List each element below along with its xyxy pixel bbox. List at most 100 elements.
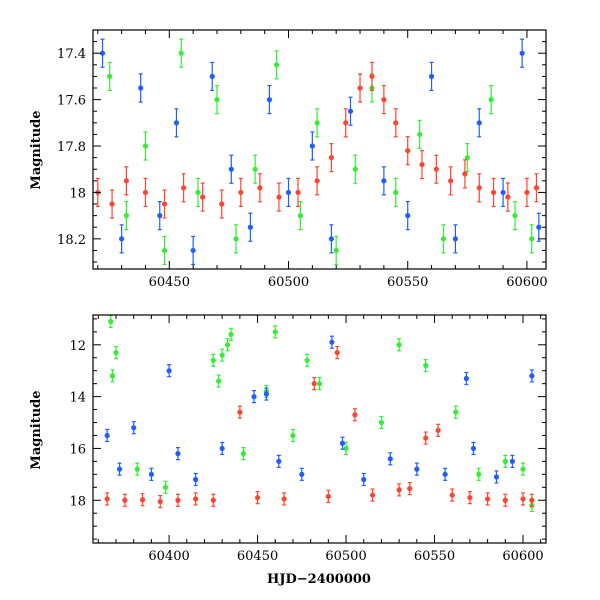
- bottom-x-tick-label: 60500: [325, 549, 366, 564]
- bottom-data-point: [442, 471, 448, 477]
- bottom-y-axis-label: Magnitude: [29, 390, 44, 469]
- bottom-data-point: [378, 419, 385, 426]
- bottom-data-point: [396, 342, 402, 348]
- top-data-point: [247, 224, 253, 230]
- bottom-data-point: [329, 339, 335, 345]
- bottom-data-point: [240, 451, 247, 457]
- top-data-point: [228, 166, 234, 172]
- top-y-tick-label: 18: [69, 186, 86, 201]
- bottom-y-tick-label: 14: [69, 391, 86, 406]
- top-data-point: [488, 97, 494, 103]
- top-data-point: [138, 85, 144, 91]
- top-data-point: [314, 178, 320, 184]
- bottom-data-point: [343, 445, 349, 452]
- bottom-data-point: [290, 432, 296, 439]
- bottom-data-point: [175, 497, 181, 503]
- bottom-data-point: [369, 492, 376, 498]
- top-panel-frame: [92, 29, 547, 270]
- bottom-data-point: [166, 368, 172, 374]
- top-data-point: [252, 166, 258, 172]
- bottom-data-point: [311, 381, 317, 387]
- top-data-point: [200, 194, 206, 200]
- bottom-x-tick-label: 60550: [414, 549, 455, 564]
- bottom-panel-ticks: 60400 60450 60500 60550 60600 12 14 16 18: [69, 315, 546, 564]
- top-data-point: [123, 178, 129, 184]
- bottom-data-point: [463, 375, 469, 382]
- top-y-tick-label: 17.6: [57, 94, 86, 109]
- bottom-panel-data: [104, 315, 535, 513]
- top-data-point: [123, 213, 129, 219]
- bottom-data-point: [210, 497, 216, 503]
- bottom-y-tick-label: 16: [69, 442, 86, 457]
- top-data-point: [309, 143, 315, 149]
- bottom-data-point: [520, 496, 526, 502]
- top-data-point: [214, 97, 220, 103]
- top-data-point: [369, 73, 375, 80]
- top-panel-data: [95, 38, 542, 266]
- top-data-point: [405, 213, 411, 219]
- top-data-point: [519, 50, 525, 56]
- top-data-point: [462, 171, 468, 177]
- bottom-data-point: [387, 456, 393, 462]
- bottom-data-point: [276, 458, 282, 464]
- bottom-data-point: [476, 471, 482, 477]
- top-data-point: [157, 213, 163, 219]
- bottom-data-point: [224, 342, 231, 348]
- top-data-point: [536, 224, 542, 230]
- top-x-tick-label: 60600: [506, 275, 547, 290]
- bottom-data-point: [116, 466, 123, 472]
- bottom-data-point: [134, 466, 140, 472]
- top-data-point: [417, 131, 423, 138]
- top-data-point: [178, 50, 184, 56]
- top-data-point: [295, 189, 301, 196]
- top-data-point: [347, 108, 354, 114]
- bottom-data-point: [193, 476, 199, 483]
- top-data-point: [448, 178, 454, 184]
- top-data-point: [352, 166, 358, 172]
- bottom-y-tick-label: 12: [69, 339, 86, 354]
- bottom-data-point: [449, 492, 455, 498]
- top-data-point: [219, 201, 225, 207]
- top-panel: 60450 60500 60550 60600 17.4 17.6 17.8 18 18.2 M…: [29, 29, 548, 290]
- bottom-data-point: [281, 496, 287, 502]
- bottom-series-0: [108, 315, 535, 513]
- top-data-point: [428, 73, 435, 80]
- bottom-data-point: [228, 331, 234, 338]
- bottom-data-point: [237, 409, 243, 415]
- top-data-point: [381, 97, 387, 103]
- top-data-point: [490, 189, 497, 196]
- top-data-point: [273, 62, 280, 68]
- bottom-data-point: [108, 318, 114, 325]
- top-data-point: [161, 201, 168, 207]
- top-series-2: [95, 61, 540, 219]
- top-data-point: [99, 50, 106, 56]
- bottom-data-point: [219, 352, 225, 358]
- top-y-tick-label: 17.4: [57, 47, 86, 62]
- top-x-tick-label: 60550: [387, 275, 428, 290]
- top-series-0: [107, 38, 535, 266]
- bottom-x-axis-label: HJD−2400000: [267, 572, 371, 587]
- top-data-point: [285, 189, 292, 196]
- bottom-data-point: [423, 362, 429, 369]
- bottom-data-point: [352, 412, 358, 418]
- bottom-data-point: [157, 498, 163, 505]
- top-data-point: [266, 97, 273, 103]
- top-data-point: [238, 189, 244, 196]
- top-y-tick-label: 17.8: [57, 140, 86, 155]
- top-data-point: [195, 189, 201, 196]
- bottom-data-point: [502, 458, 508, 464]
- bottom-data-point: [423, 435, 429, 441]
- bottom-data-point: [407, 485, 413, 492]
- bottom-data-point: [316, 381, 323, 387]
- bottom-series-2: [104, 345, 535, 509]
- top-data-point: [276, 194, 282, 200]
- top-data-point: [440, 236, 447, 242]
- bottom-data-point: [251, 394, 257, 400]
- bottom-data-point: [175, 451, 181, 457]
- bottom-data-point: [396, 487, 402, 493]
- top-data-point: [142, 143, 149, 149]
- bottom-data-point: [148, 471, 154, 477]
- top-data-point: [333, 247, 339, 254]
- top-data-point: [433, 166, 439, 172]
